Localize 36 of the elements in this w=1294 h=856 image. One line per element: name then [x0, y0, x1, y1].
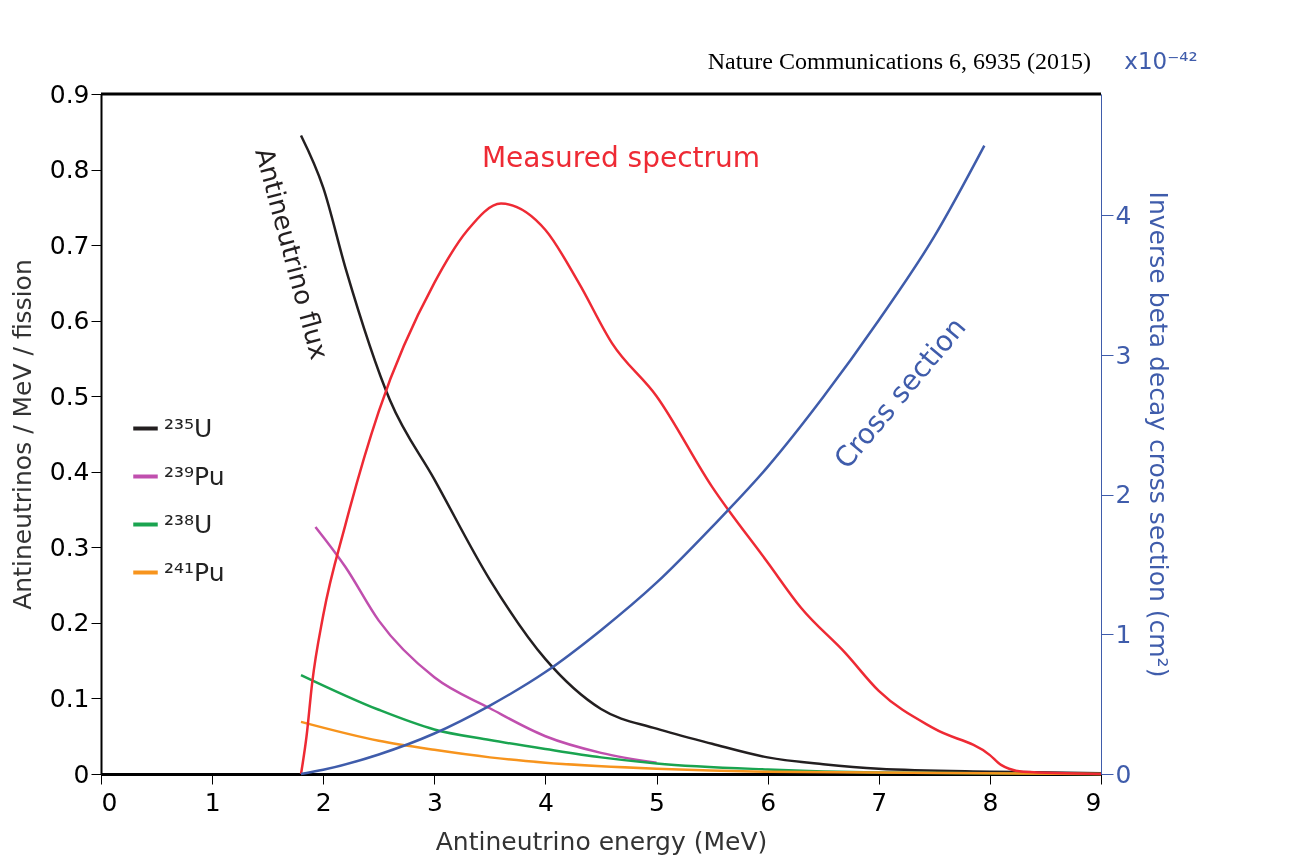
y2-tick-label: 0	[1115, 759, 1132, 789]
x-tick-label: 8	[982, 787, 999, 817]
y2-tick-label: 1	[1115, 619, 1132, 649]
x-tick-label: 4	[537, 787, 554, 817]
y-tick-label: 0.3	[49, 532, 90, 562]
x-tick-label: 7	[871, 787, 888, 817]
x-tick-label: 1	[204, 787, 221, 817]
x-tick-label: 2	[315, 787, 332, 817]
y-tick-label: 0.8	[49, 155, 90, 185]
x-tick-label: 9	[1085, 787, 1102, 817]
y-axis-title: Antineutrinos / MeV / fission	[7, 259, 37, 610]
y-tick-label: 0.2	[49, 608, 90, 638]
y-tick-label: 0.4	[49, 457, 90, 487]
y2-axis-title: Inverse beta decay cross section (cm²)	[1144, 191, 1174, 678]
y-tick-label: 0.7	[49, 230, 90, 260]
x-axis-title: Antineutrino energy (MeV)	[435, 826, 768, 856]
x-tick-label: 0	[101, 787, 118, 817]
y-tick-label: 0.9	[49, 79, 90, 109]
series-label: Measured spectrum	[481, 141, 761, 174]
legend-label: ²³⁹Pu	[164, 461, 225, 491]
y-tick-label: 0.1	[49, 683, 90, 713]
legend-label: ²³⁵U	[164, 413, 213, 443]
y2-tick-label: 2	[1115, 480, 1132, 510]
y-tick-label: 0	[73, 759, 90, 789]
x-tick-label: 6	[760, 787, 777, 817]
text: Nature Communications 6, 6935 (2015)	[707, 48, 1091, 74]
legend-label: ²³⁸U	[164, 509, 213, 539]
legend-label: ²⁴¹Pu	[164, 557, 225, 587]
y2-tick-label: 3	[1115, 340, 1132, 370]
y2-tick-label: 4	[1115, 200, 1132, 230]
text: x10⁻⁴²	[1124, 48, 1198, 74]
y-tick-label: 0.5	[49, 381, 90, 411]
x-tick-label: 5	[649, 787, 666, 817]
x-tick-label: 3	[426, 787, 443, 817]
y-tick-label: 0.6	[49, 306, 90, 336]
line-series	[314, 525, 658, 764]
